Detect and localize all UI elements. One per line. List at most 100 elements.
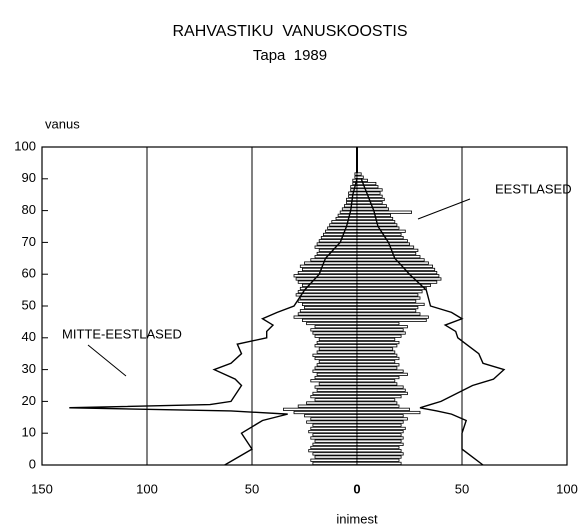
- bar: [356, 350, 396, 354]
- bar: [356, 388, 406, 392]
- bar: [314, 334, 358, 338]
- bar: [318, 248, 358, 252]
- series-annotation: MITTE-EESTLASED: [62, 326, 182, 341]
- bar: [312, 452, 358, 456]
- bar: [310, 426, 358, 431]
- bar: [341, 207, 358, 211]
- bar: [314, 455, 358, 459]
- bar: [310, 458, 358, 462]
- bar: [356, 261, 429, 265]
- bar: [304, 305, 358, 310]
- bar: [356, 210, 412, 214]
- bar: [293, 315, 358, 319]
- y-tick-label: 40: [22, 329, 36, 344]
- y-tick-label: 80: [22, 202, 36, 217]
- bar: [356, 379, 396, 383]
- bar: [312, 391, 358, 396]
- bar: [316, 363, 358, 367]
- bar: [299, 264, 358, 268]
- bar: [356, 430, 404, 434]
- bar: [356, 286, 427, 291]
- bar: [299, 309, 358, 313]
- bar: [356, 181, 377, 186]
- bar: [356, 280, 438, 284]
- bar: [325, 229, 358, 233]
- bar: [283, 407, 358, 411]
- bar: [295, 293, 358, 297]
- bar: [356, 191, 381, 195]
- bar: [312, 423, 358, 427]
- bar: [356, 382, 398, 386]
- bar: [356, 242, 410, 246]
- bar: [356, 360, 396, 364]
- bar: [356, 347, 394, 351]
- bar: [327, 226, 358, 230]
- bar: [356, 423, 402, 427]
- bar: [320, 236, 358, 240]
- y-tick-label: 50: [22, 297, 36, 312]
- bar: [306, 420, 358, 424]
- bar: [312, 461, 358, 466]
- chart-subtitle: Tapa 1989: [253, 47, 327, 64]
- bar: [314, 356, 358, 361]
- bar: [297, 404, 358, 408]
- bar: [312, 433, 358, 437]
- bar: [356, 312, 421, 316]
- bar: [356, 188, 383, 192]
- bar: [316, 350, 358, 354]
- bar: [356, 420, 404, 424]
- bar: [356, 290, 423, 294]
- bar: [356, 318, 427, 322]
- bar: [356, 372, 408, 376]
- bar: [310, 379, 358, 383]
- x-axis-label: inimest: [336, 511, 378, 526]
- bar: [356, 296, 421, 300]
- bar: [356, 255, 421, 259]
- bar: [356, 274, 440, 278]
- bar: [310, 436, 358, 440]
- bar: [356, 239, 408, 243]
- bar: [304, 414, 358, 418]
- bar: [310, 258, 358, 262]
- bar: [329, 223, 358, 227]
- x-tick-label: 0: [353, 481, 360, 496]
- annotation-pointer: [417, 198, 471, 220]
- bar: [356, 334, 402, 338]
- bar: [304, 261, 358, 265]
- bar: [297, 290, 358, 294]
- bar: [356, 452, 404, 456]
- chart-title: RAHVASTIKU VANUSKOOSTIS: [172, 23, 407, 40]
- y-tick-label: 90: [22, 170, 36, 185]
- bar: [295, 277, 358, 281]
- bar: [356, 395, 402, 399]
- bar: [356, 407, 410, 411]
- x-tick-label: 50: [245, 481, 259, 496]
- x-tick-label: 100: [136, 481, 158, 496]
- bar: [297, 299, 358, 303]
- bar: [356, 302, 425, 307]
- bar: [356, 315, 429, 319]
- bar: [318, 360, 358, 364]
- bar: [299, 286, 358, 291]
- bar: [314, 366, 358, 370]
- bar: [356, 283, 431, 287]
- bar: [356, 401, 398, 405]
- bar: [356, 353, 398, 357]
- bar: [356, 258, 425, 262]
- bar: [356, 264, 433, 268]
- bar: [314, 255, 358, 259]
- bar: [318, 337, 358, 341]
- bar: [310, 445, 358, 450]
- bar: [314, 398, 358, 402]
- bar: [356, 325, 408, 329]
- bar: [356, 385, 404, 389]
- bar: [301, 267, 358, 272]
- bar: [293, 410, 358, 415]
- y-tick-label: 30: [22, 361, 36, 376]
- bar: [314, 439, 358, 443]
- bar: [299, 296, 358, 300]
- bar: [297, 280, 358, 284]
- y-tick-label: 0: [29, 456, 36, 471]
- bar: [356, 356, 400, 361]
- bar: [356, 398, 396, 402]
